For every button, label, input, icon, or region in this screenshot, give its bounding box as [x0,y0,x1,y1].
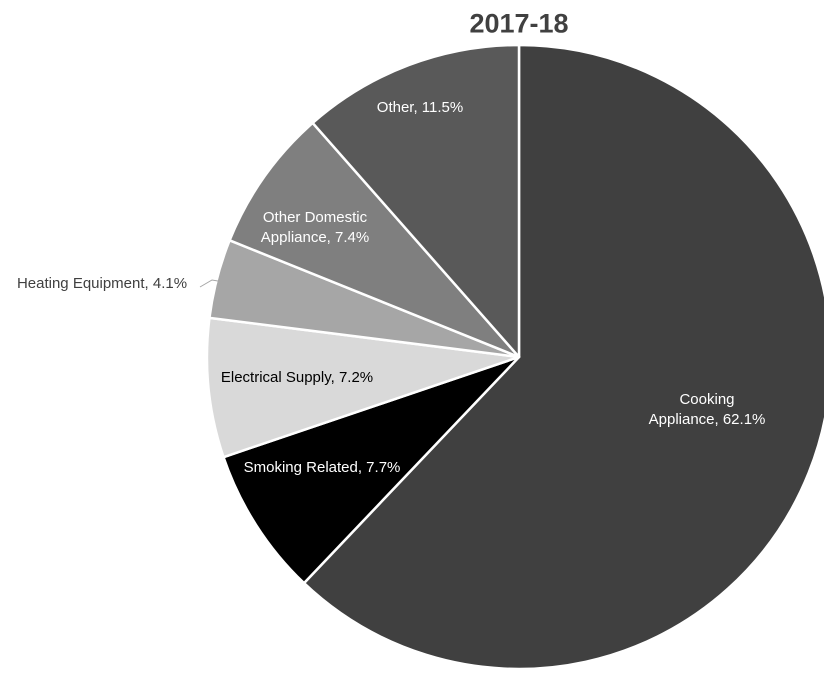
pie-slice [228,121,521,359]
slice-label: Smoking Related, 7.7% [243,459,401,476]
pie-slice [205,316,521,459]
pie-slice [311,43,521,359]
slice-label: Other, 11.5% [376,99,464,116]
leader-line [199,279,225,288]
slice-label: Heating Equipment, 4.1% [16,275,188,292]
slice-label: Other Domestic Appliance, 7.4% [260,209,370,246]
pie-slice [222,355,521,585]
slice-label: Electrical Supply, 7.2% [220,369,374,386]
slice-label: Cooking Appliance, 62.1% [648,391,766,428]
chart-title: 2017-18 [469,8,569,39]
pie-slice [302,43,824,671]
